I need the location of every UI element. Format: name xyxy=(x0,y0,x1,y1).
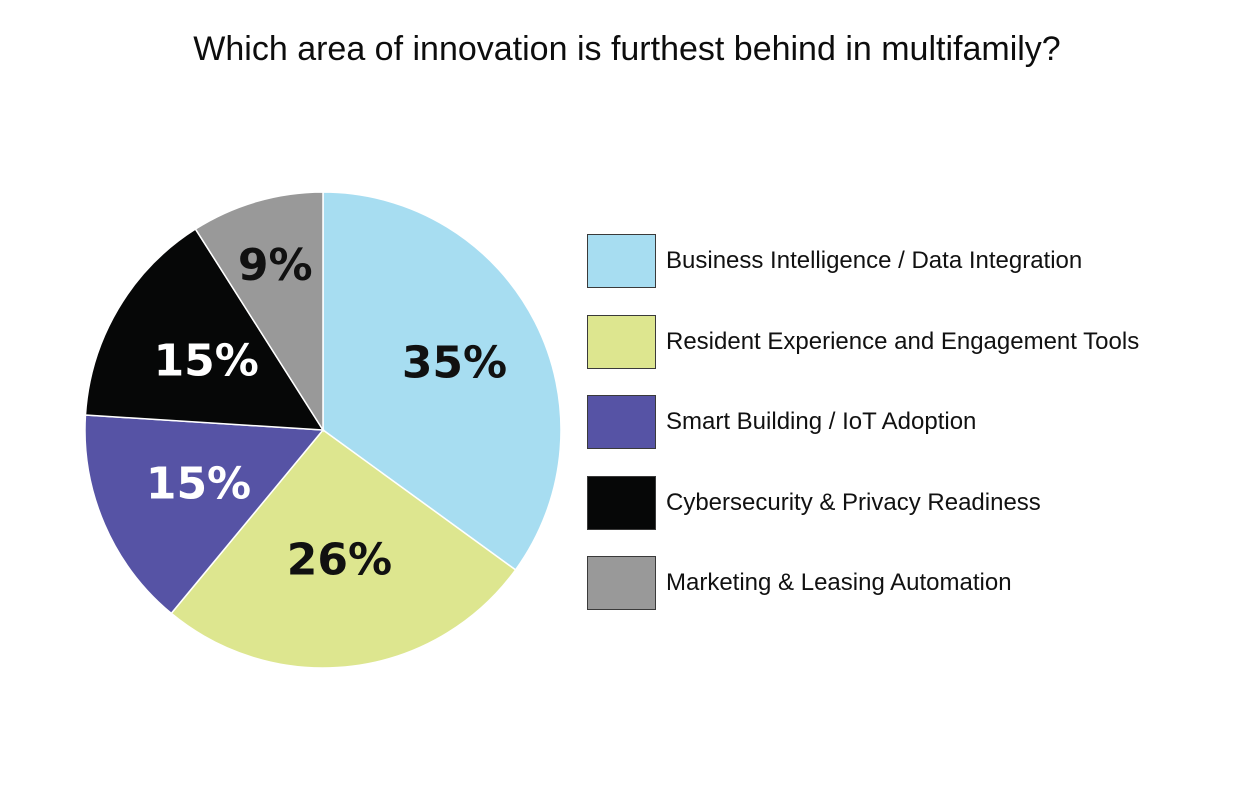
legend-swatch xyxy=(587,395,656,449)
pie-slice xyxy=(194,191,324,433)
slice-label: 9% xyxy=(238,240,313,291)
legend-label: Resident Experience and Engagement Tools xyxy=(666,327,1140,355)
legend-label: Business Intelligence / Data Integration xyxy=(666,247,1083,274)
slice-label: 15% xyxy=(154,335,259,386)
pie-slice xyxy=(170,428,517,669)
chart-title: Which area of innovation is furthest beh… xyxy=(193,30,1061,68)
slice-label: 15% xyxy=(146,458,251,509)
legend-item-business-intelligence: Business Intelligence / Data Integration xyxy=(587,232,1139,290)
legend-item-cybersecurity: Cybersecurity & Privacy Readiness xyxy=(587,474,1139,532)
pie-slice xyxy=(84,228,325,431)
slice-label: 35% xyxy=(402,338,507,389)
legend-swatch xyxy=(587,475,656,530)
slice-label: 26% xyxy=(287,534,392,585)
legend-item-marketing-leasing: Marketing & Leasing Automation xyxy=(587,554,1139,612)
legend-swatch xyxy=(587,556,656,610)
legend-swatch xyxy=(587,314,656,369)
legend-label: Marketing & Leasing Automation xyxy=(666,569,1012,596)
pie-slice xyxy=(322,191,562,571)
legend-swatch xyxy=(587,234,656,288)
legend-item-smart-building: Smart Building / IoT Adoption xyxy=(587,393,1139,451)
legend-label: Smart Building / IoT Adoption xyxy=(666,408,977,435)
legend-item-resident-experience: Resident Experience and Engagement Tools xyxy=(587,313,1139,371)
pie-slice xyxy=(84,414,325,615)
legend: Business Intelligence / Data Integration… xyxy=(587,232,1139,635)
legend-label: Cybersecurity & Privacy Readiness xyxy=(666,488,1041,516)
